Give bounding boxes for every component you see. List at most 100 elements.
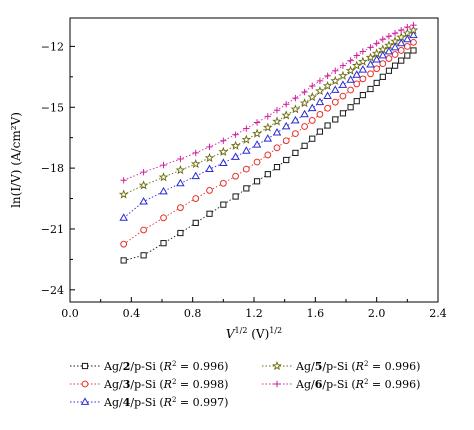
data-point: [391, 51, 399, 58]
data-point: [204, 152, 215, 163]
data-point: [410, 38, 417, 46]
legend-marker: [272, 360, 282, 371]
data-point: [359, 48, 367, 55]
data-point: [365, 52, 376, 62]
data-point: [273, 164, 281, 171]
data-point: [398, 57, 405, 64]
data-point: [379, 73, 386, 80]
data-point: [192, 219, 199, 226]
data-point: [358, 56, 368, 66]
data-point: [390, 42, 400, 51]
data-point: [177, 204, 184, 212]
data-point: [160, 240, 167, 247]
data-point: [232, 193, 239, 200]
data-point: [308, 117, 316, 124]
data-point: [315, 85, 325, 96]
data-point: [385, 55, 393, 62]
y-tick-label: −15: [41, 101, 64, 114]
data-point: [347, 104, 354, 111]
data-point: [410, 47, 417, 54]
legend-marker: [81, 362, 89, 370]
data-point: [206, 143, 213, 151]
data-point: [272, 116, 282, 126]
y-axis: −24 −21 −18 −15 −12: [41, 40, 75, 297]
data-point: [140, 226, 148, 234]
data-point: [396, 32, 407, 42]
data-point: [282, 137, 290, 145]
data-point: [403, 43, 411, 50]
data-point: [391, 62, 399, 69]
data-point: [404, 52, 411, 59]
data-point: [264, 151, 272, 159]
data-point: [159, 186, 168, 195]
data-point: [377, 44, 388, 54]
data-point: [315, 97, 325, 106]
series-6: [120, 21, 417, 184]
data-point: [176, 178, 185, 187]
data-point: [252, 128, 262, 138]
data-point: [373, 65, 381, 73]
data-point: [398, 26, 405, 34]
data-point: [353, 52, 360, 59]
data-point: [332, 67, 339, 74]
legend-item: Ag/2/p-Si (R2 = 0.996): [70, 360, 228, 373]
data-point: [263, 134, 273, 142]
data-point: [120, 177, 127, 184]
legend-marker: [273, 380, 281, 388]
data-point: [139, 196, 148, 205]
x-tick-label: 0.8: [184, 307, 202, 320]
y-tick-label: −21: [41, 223, 64, 236]
data-point: [299, 98, 310, 108]
data-point: [316, 110, 324, 118]
data-point: [339, 92, 347, 100]
data-point: [309, 135, 316, 142]
data-point: [339, 110, 347, 117]
data-point: [140, 168, 147, 176]
series-5: [118, 25, 419, 199]
data-point: [206, 187, 213, 194]
x-tick-label: 2.4: [429, 307, 447, 320]
data-point: [291, 115, 300, 124]
data-point: [378, 50, 388, 59]
data-point: [264, 171, 271, 178]
series-2: [120, 47, 417, 264]
data-point: [324, 72, 331, 80]
data-point: [332, 116, 339, 123]
data-point: [309, 82, 316, 90]
data-point: [205, 164, 214, 173]
x-tick-label: 2.0: [368, 307, 386, 320]
data-point: [322, 80, 333, 91]
data-point: [339, 62, 347, 69]
data-point: [292, 149, 299, 157]
data-point: [281, 110, 292, 120]
data-point: [190, 158, 201, 169]
data-point: [396, 38, 406, 47]
data-point: [307, 92, 318, 102]
data-point: [403, 34, 412, 43]
data-point: [272, 128, 282, 136]
data-point: [353, 80, 361, 88]
data-point: [316, 77, 324, 85]
data-point: [390, 36, 400, 46]
data-point: [264, 113, 271, 120]
data-point: [379, 60, 387, 68]
legend-label: Ag/6/p-Si (R2 = 0.996): [295, 378, 420, 391]
data-point: [243, 185, 250, 192]
data-point: [140, 252, 147, 259]
data-point: [120, 257, 127, 264]
legend-item: Ag/5/p-Si (R2 = 0.996): [262, 360, 420, 373]
data-point: [301, 142, 308, 149]
data-point: [232, 131, 239, 138]
data-point: [384, 40, 394, 50]
data-point: [206, 210, 213, 217]
data-point: [273, 144, 281, 152]
data-point: [231, 152, 240, 160]
data-point: [292, 130, 299, 138]
data-point: [402, 28, 413, 38]
data-point: [338, 80, 348, 88]
legend: Ag/2/p-Si (R2 = 0.996) Ag/3/p-Si (R2 = 0.…: [70, 360, 420, 409]
y-tick-label: −24: [41, 284, 64, 297]
data-point: [367, 85, 374, 93]
y-axis-label: ln(I/V) (A/cm²V): [9, 112, 23, 208]
